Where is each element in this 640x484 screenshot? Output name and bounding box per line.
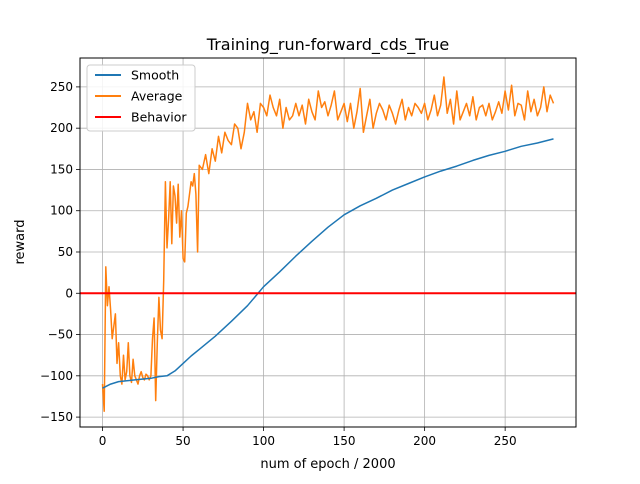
y-tick-label: 200	[50, 121, 73, 135]
y-axis-label: reward	[13, 219, 28, 264]
x-tick-label: 50	[175, 434, 190, 448]
x-tick-label: 200	[413, 434, 436, 448]
y-tick-label: −50	[48, 328, 73, 342]
series-line-smooth	[102, 138, 554, 389]
legend-label-behavior: Behavior	[131, 110, 187, 125]
y-tick-label: 50	[58, 245, 73, 259]
legend-label-average: Average	[131, 89, 183, 104]
legend-box	[86, 64, 196, 132]
x-tick-label: 0	[99, 434, 107, 448]
legend: Smooth Average Behavior	[86, 64, 196, 132]
series-layer	[80, 76, 576, 413]
plot-area-frame	[79, 57, 577, 428]
y-tick-label: −150	[40, 410, 73, 424]
x-tick-label: 100	[252, 434, 275, 448]
y-tick-label: 0	[65, 286, 73, 300]
y-tick-label: 150	[50, 162, 73, 176]
ticks: 0 50 100 150 200 250 −150 −100 −50 0 50 100 150 200 25…	[40, 80, 517, 448]
legend-label-smooth: Smooth	[131, 68, 179, 83]
x-tick-label: 150	[333, 434, 356, 448]
x-axis-label: num of epoch / 2000	[260, 457, 395, 472]
chart-title: Training_run-forward_cds_True	[206, 35, 449, 55]
y-tick-label: −100	[40, 369, 73, 383]
y-tick-label: 100	[50, 204, 73, 218]
x-tick-label: 250	[494, 434, 517, 448]
series-line-average	[101, 76, 555, 413]
y-tick-label: 250	[50, 80, 73, 94]
